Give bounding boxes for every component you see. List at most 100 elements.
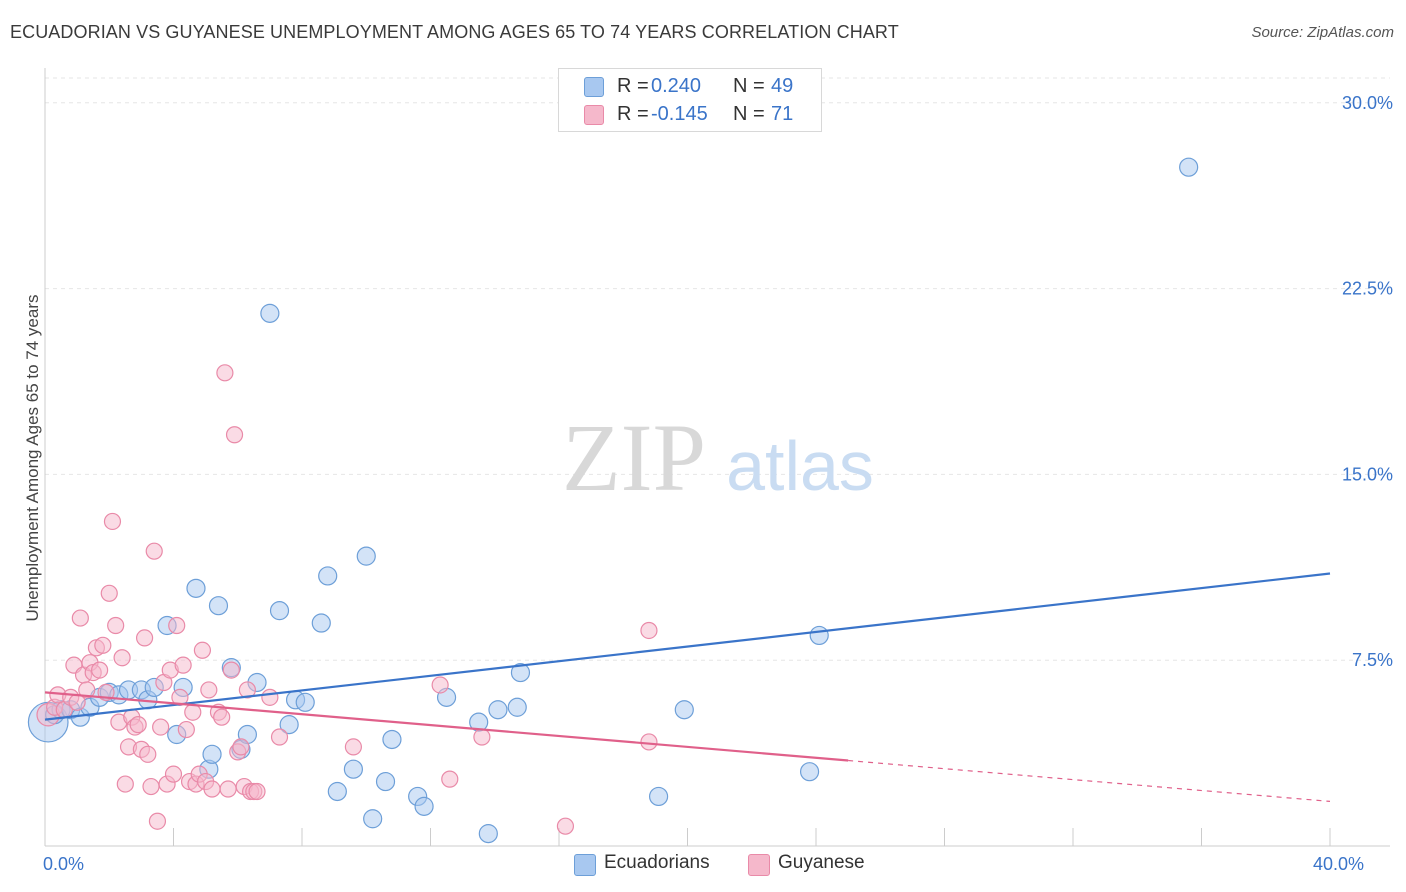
guyanese-point <box>431 676 449 694</box>
guyanese-point <box>107 616 125 635</box>
ecuadorian-point <box>186 578 206 598</box>
ecuadorian-point <box>202 744 222 764</box>
y-tick-label: 7.5% <box>1352 650 1393 670</box>
bottom-legend-swatch-ecuadorians <box>574 854 596 876</box>
legend-r-value: -0.145 <box>651 103 708 125</box>
ecuadorian-point <box>318 566 338 586</box>
bottom-legend-swatch-guyanese <box>748 854 770 876</box>
guyanese-point <box>640 621 658 640</box>
source-label: Source: ZipAtlas.com <box>1251 24 1394 41</box>
ecuadorian-point <box>510 662 531 683</box>
legend-n-label: N = <box>733 75 765 97</box>
correlation-legend: R = 0.240 N = 49 R = -0.145 N = 71 <box>558 68 822 132</box>
guyanese-point <box>640 733 658 751</box>
ecuadorian-point <box>1179 157 1199 177</box>
guyanese-point <box>270 728 289 746</box>
legend-n-value: 49 <box>771 75 794 97</box>
guyanese-point <box>94 636 112 654</box>
watermark: ZIP atlas <box>562 404 874 511</box>
y-axis-label: Unemployment Among Ages 65 to 74 years <box>23 295 42 622</box>
guyanese-point <box>213 708 231 726</box>
guyanese-trend-line-projection <box>848 759 1331 803</box>
guyanese-point <box>219 780 237 798</box>
guyanese-point <box>71 609 89 627</box>
guyanese-point <box>152 718 170 736</box>
legend-row-guyanese: R = -0.145 N = 71 <box>559 101 821 127</box>
guyanese-point <box>116 775 134 793</box>
legend-n-value: 71 <box>771 103 794 125</box>
ecuadorian-point <box>327 781 347 802</box>
ecuadorian-point <box>799 762 820 782</box>
ecuadorian-point <box>311 613 331 633</box>
guyanese-point <box>238 681 256 699</box>
x-tick-labels: 0.0% 40.0% <box>43 854 1364 874</box>
ecuadorian-point <box>363 809 383 829</box>
ecuadorian-point <box>382 729 402 750</box>
ecuadorian-point <box>269 601 290 621</box>
y-tick-labels: 7.5% 15.0% 22.5% 30.0% <box>1342 93 1393 670</box>
guyanese-point <box>100 584 118 602</box>
y-tick-label: 22.5% <box>1342 279 1393 299</box>
y-tick-label: 15.0% <box>1342 464 1393 484</box>
guyanese-point <box>142 777 160 796</box>
legend-r-label: R = <box>617 75 649 97</box>
guyanese-point <box>164 765 183 783</box>
legend-swatch-ecuadorians <box>584 77 604 97</box>
legend-r-label: R = <box>617 103 649 125</box>
guyanese-point <box>135 629 154 647</box>
ecuadorian-point <box>356 546 376 566</box>
guyanese-point <box>174 656 192 674</box>
guyanese-point <box>103 512 122 531</box>
ecuadorian-point <box>208 596 229 616</box>
guyanese-point <box>78 681 96 699</box>
guyanese-point <box>261 688 279 706</box>
ecuadorian-point <box>478 824 498 844</box>
bottom-legend-label: Ecuadorians <box>604 852 710 873</box>
guyanese-point <box>113 649 131 667</box>
legend-r-value: 0.240 <box>651 75 702 97</box>
guyanese-point <box>193 641 212 659</box>
watermark-zip: ZIP <box>562 404 706 511</box>
ecuadorian-point <box>809 625 829 646</box>
guyanese-point <box>177 720 195 739</box>
guyanese-point <box>200 681 218 699</box>
guyanese-point <box>441 770 459 788</box>
ecuadorian-point <box>648 786 669 807</box>
guyanese-point <box>129 716 147 734</box>
data-points <box>27 157 1199 844</box>
guyanese-point <box>222 661 240 679</box>
legend-row-ecuadorians: R = 0.240 N = 49 <box>559 73 821 99</box>
guyanese-point <box>184 703 202 721</box>
ecuadorian-point <box>414 796 434 816</box>
ecuadorian-point <box>488 700 508 720</box>
ecuadorian-point <box>260 303 280 323</box>
x-tick-label: 40.0% <box>1313 854 1364 874</box>
y-tick-label: 30.0% <box>1342 93 1393 113</box>
guyanese-point <box>91 661 109 679</box>
guyanese-point <box>139 745 157 763</box>
guyanese-point <box>168 616 186 635</box>
ecuadorian-point <box>674 700 694 720</box>
x-tick-label: 0.0% <box>43 854 84 874</box>
guyanese-point <box>232 738 250 756</box>
guyanese-point <box>556 817 575 835</box>
bottom-legend-label: Guyanese <box>778 852 865 873</box>
guyanese-point <box>225 426 244 444</box>
guyanese-trend-line <box>44 691 849 762</box>
guyanese-point <box>148 812 167 830</box>
legend-swatch-guyanese <box>584 105 604 125</box>
watermark-atlas: atlas <box>726 427 874 505</box>
ecuadorian-point <box>507 697 527 717</box>
trend-lines <box>44 572 1331 803</box>
guyanese-point <box>248 782 266 801</box>
ecuadorian-point <box>279 715 299 735</box>
ecuadorian-trend-line <box>44 572 1331 721</box>
legend-n-label: N = <box>733 103 765 125</box>
ecuadorian-point <box>375 771 396 792</box>
guyanese-point <box>216 364 234 382</box>
guyanese-point <box>344 738 362 756</box>
guyanese-point <box>473 728 491 746</box>
guyanese-point <box>203 780 221 798</box>
ecuadorian-point <box>295 692 315 712</box>
